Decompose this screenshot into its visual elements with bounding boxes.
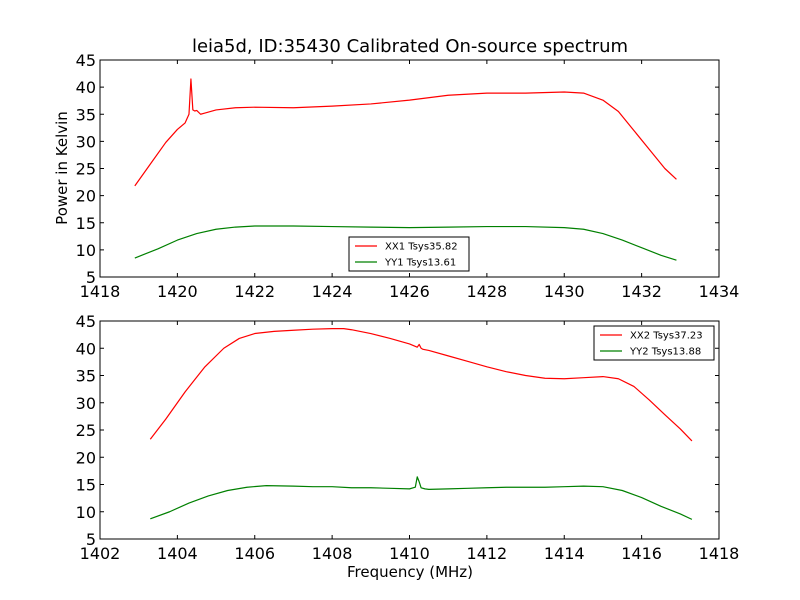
y-tick-label: 10: [76, 241, 96, 260]
x-tick-label: 1420: [157, 282, 198, 301]
subplot-top: 1418 1420 1422 1424 1426 1428 1430 1432 1434 5 10 1…: [76, 51, 740, 301]
x-tick-label: 1422: [234, 282, 275, 301]
series-line-1-1: [134, 78, 677, 187]
legend-label: XX2 Tsys37.23: [630, 331, 703, 342]
y-tick-label: 5: [86, 268, 96, 287]
x-tick-label: 1418: [699, 544, 740, 563]
legend-box: [593, 325, 715, 361]
y-tick-label: 20: [76, 448, 96, 467]
y-tick-label: 30: [76, 394, 96, 413]
series-line-2-1: [149, 328, 693, 442]
y-tick-label: 40: [76, 78, 96, 97]
legend-label: YY2 Tsys13.88: [629, 347, 701, 358]
legend-label: YY1 Tsys13.61: [384, 258, 456, 269]
series-line-2-2: [150, 476, 693, 520]
y-tick-label: 45: [76, 51, 96, 70]
y-tick-label: 20: [76, 187, 96, 206]
legend: XX2 Tsys37.23 YY2 Tsys13.88: [593, 325, 715, 361]
x-tick-label: 1432: [621, 282, 662, 301]
x-tick-label: 1434: [699, 282, 740, 301]
figure-title: leia5d, ID:35430 Calibrated On-source sp…: [192, 36, 628, 57]
legend-box: [348, 236, 470, 272]
x-tick-label: 1428: [467, 282, 508, 301]
y-tick-label: 15: [76, 214, 96, 233]
y-tick-label: 10: [76, 503, 96, 522]
y-tick-label: 15: [76, 476, 96, 495]
x-axis-label: Frequency (MHz): [347, 563, 473, 581]
subplot-bottom: 1402 1404 1406 1408 1410 1412 1414 1416 1418 5 10 1…: [76, 312, 740, 563]
x-tick-label: 1426: [389, 282, 430, 301]
y-tick-label: 40: [76, 339, 96, 358]
y-tick-label: 35: [76, 367, 96, 386]
x-tick-label: 1424: [312, 282, 353, 301]
x-tick-label: 1406: [234, 544, 275, 563]
x-tick-label: 1416: [621, 544, 662, 563]
y-tick-label: 25: [76, 421, 96, 440]
x-tick-label: 1402: [80, 544, 121, 563]
x-tick-label: 1414: [544, 544, 585, 563]
x-tick-label: 1404: [157, 544, 198, 563]
x-tick-label: 1410: [389, 544, 430, 563]
y-tick-label: 45: [76, 312, 96, 331]
y-tick-label: 25: [76, 160, 96, 179]
y-tick-label: 5: [86, 530, 96, 549]
series-line-1-2: [134, 225, 677, 261]
x-tick-label: 1408: [312, 544, 353, 563]
x-tick-label: 1418: [80, 282, 121, 301]
legend-label: XX1 Tsys35.82: [385, 242, 458, 253]
y-axis-label: Power in Kelvin: [53, 111, 71, 225]
y-tick-label: 35: [76, 105, 96, 124]
y-tick-label: 30: [76, 132, 96, 151]
x-tick-label: 1412: [467, 544, 508, 563]
legend: XX1 Tsys35.82 YY1 Tsys13.61: [348, 236, 470, 272]
x-tick-label: 1430: [544, 282, 585, 301]
